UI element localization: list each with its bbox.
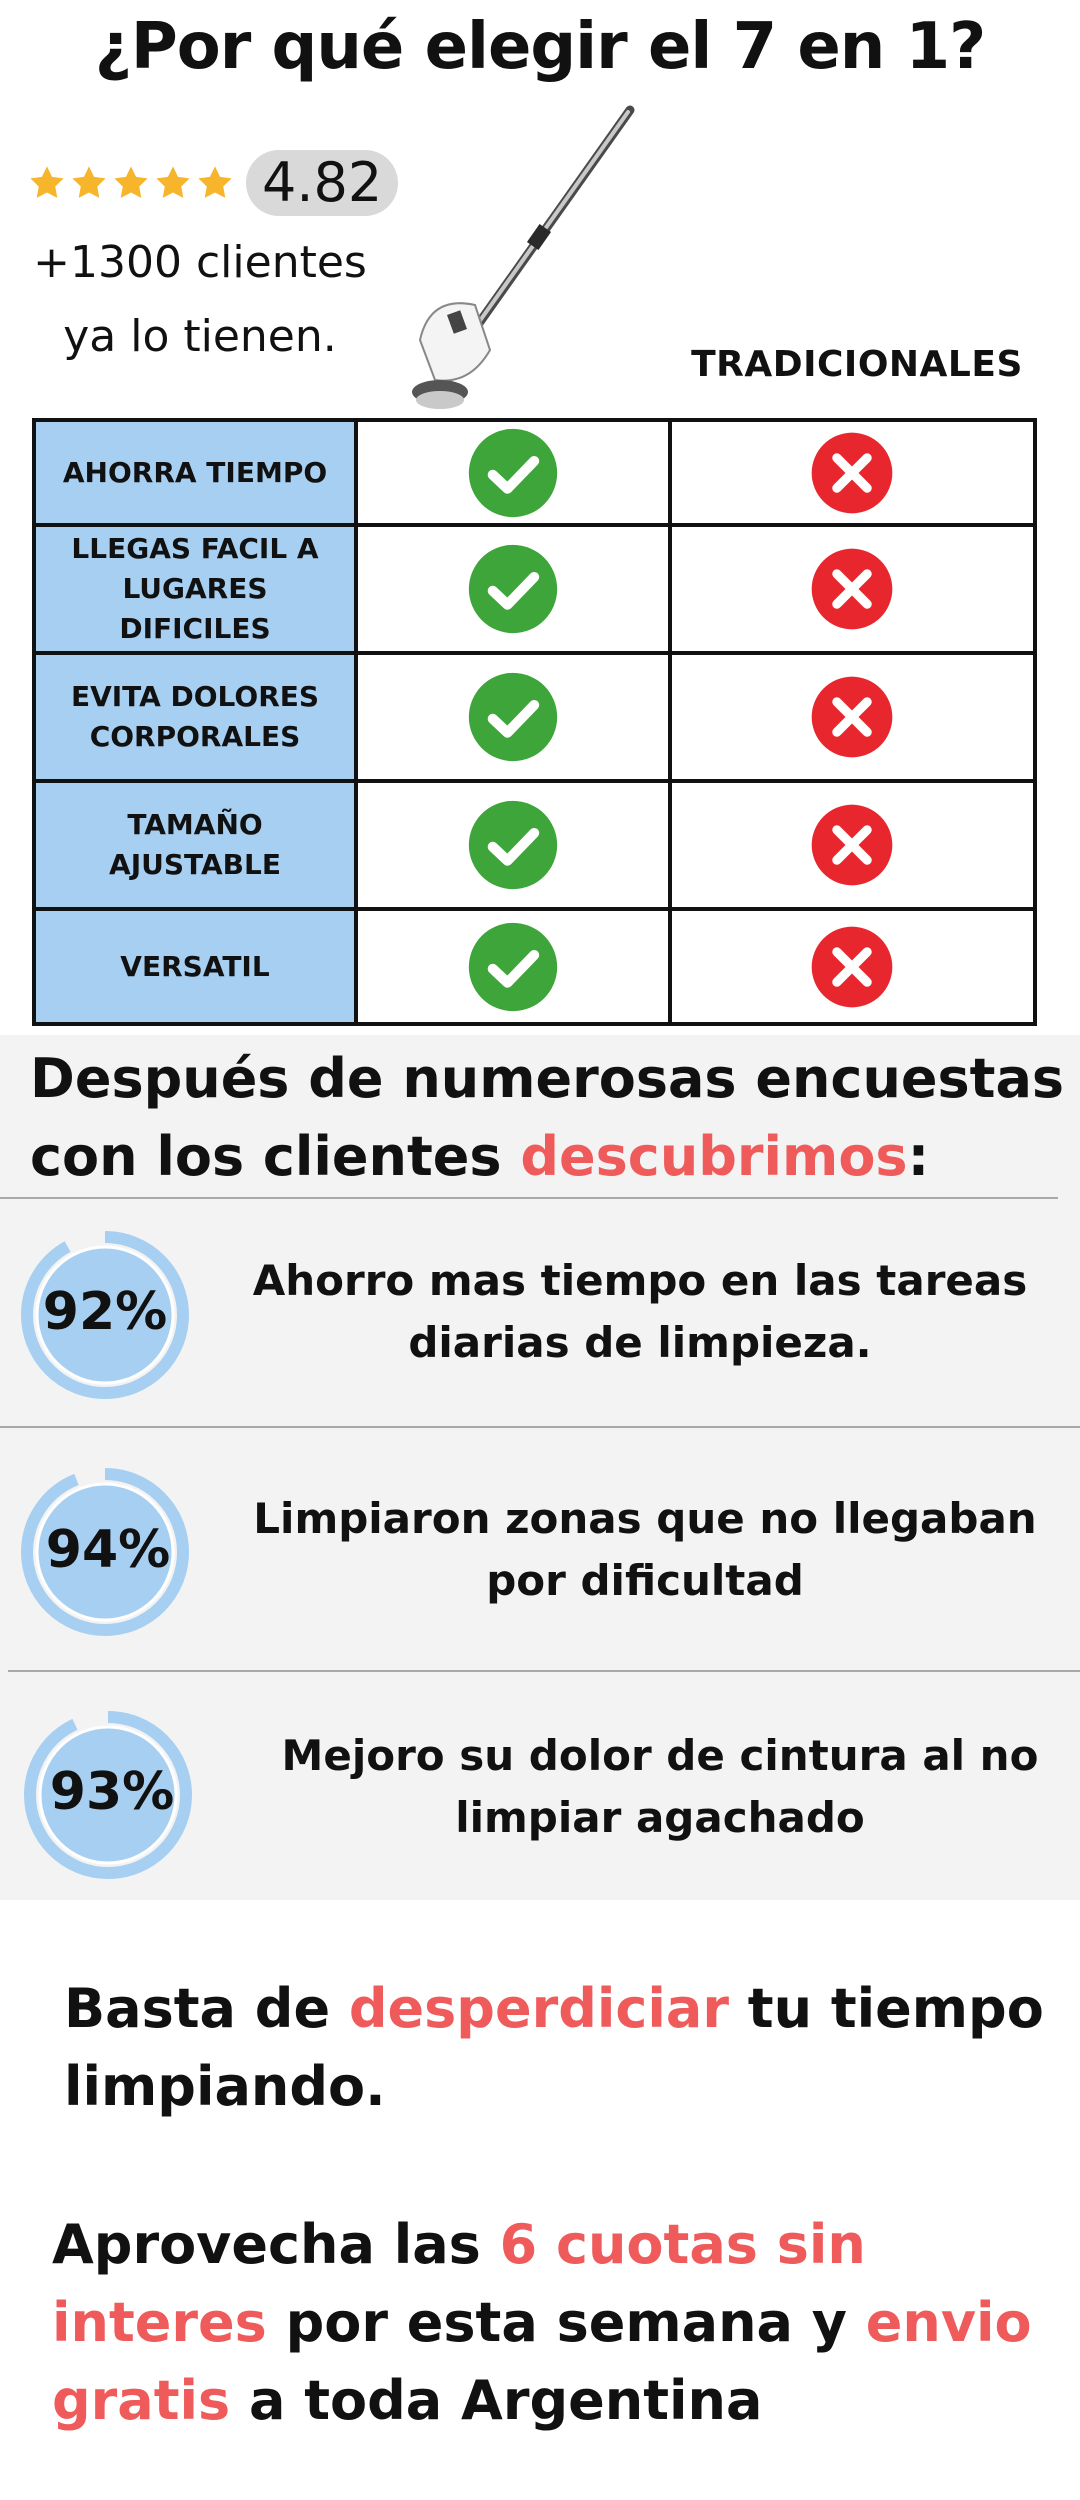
star-icon	[198, 166, 232, 198]
rating-block: 4.82	[28, 150, 399, 216]
table-row: VERSATIL	[36, 911, 1033, 1022]
product-image	[412, 105, 635, 409]
cross-icon	[811, 804, 892, 886]
row-label: EVITA DOLORES CORPORALES	[36, 655, 358, 779]
check-icon	[468, 428, 558, 517]
check-icon	[468, 800, 558, 890]
star-icon	[72, 166, 106, 198]
check-icon	[468, 672, 558, 762]
stat-percent: 93%	[49, 1762, 175, 1822]
divider	[8, 1670, 1080, 1672]
traditional-cell	[672, 422, 1031, 523]
cta-message-1: Basta de desperdiciar tu tiempo limpiand…	[64, 1970, 1044, 2126]
progress-ring-arc	[21, 1231, 189, 1399]
cta-message-2: Aprovecha las 6 cuotas sin interes por e…	[52, 2206, 1062, 2440]
traditional-cell	[672, 783, 1031, 907]
divider	[0, 1197, 1058, 1199]
check-icon	[468, 922, 558, 1011]
progress-ring-arc	[24, 1711, 192, 1879]
traditional-cell	[672, 527, 1031, 651]
table-row: AHORRA TIEMPO	[36, 422, 1033, 527]
product-cell	[358, 655, 672, 779]
comparison-table: AHORRA TIEMPO LLEGAS FACIL A LUGARES DIF…	[32, 418, 1037, 1026]
traditional-cell	[672, 655, 1031, 779]
row-label: AHORRA TIEMPO	[36, 422, 358, 523]
cta2-text-mid: por esta semana y	[266, 2291, 866, 2354]
table-row: TAMAÑO AJUSTABLE	[36, 783, 1033, 911]
survey-heading-highlight: descubrimos	[520, 1125, 908, 1188]
cross-icon	[811, 926, 892, 1007]
cross-icon	[811, 548, 892, 630]
column-header-traditional: TRADICIONALES	[691, 344, 1023, 385]
progress-ring-fill	[35, 1245, 175, 1385]
product-cell	[358, 911, 672, 1022]
divider	[0, 1426, 1080, 1428]
cta2-highlight-installments: 6 cuotas sin interes	[52, 2213, 866, 2354]
row-label: LLEGAS FACIL A LUGARES DIFICILES	[36, 527, 358, 651]
stat-text: Limpiaron zonas que no llegaban por difi…	[253, 1494, 1037, 1605]
table-row: EVITA DOLORES CORPORALES	[36, 655, 1033, 783]
clients-line-2: ya lo tienen.	[63, 311, 337, 362]
cross-icon	[811, 432, 892, 513]
stat-percent: 94%	[45, 1520, 171, 1580]
progress-ring-arc	[21, 1468, 189, 1636]
cta2-highlight-shipping: envio gratis	[52, 2291, 1032, 2432]
star-icon	[114, 166, 148, 198]
check-icon	[468, 544, 558, 634]
row-label: TAMAÑO AJUSTABLE	[36, 783, 358, 907]
cta2-text-end: a toda Argentina	[230, 2369, 763, 2432]
progress-ring	[24, 1711, 192, 1879]
table-row: LLEGAS FACIL A LUGARES DIFICILES	[36, 527, 1033, 655]
star-icon	[30, 166, 64, 198]
cross-icon	[811, 676, 892, 758]
survey-heading: Después de numerosas encuestas con los c…	[30, 1040, 1070, 1196]
row-label: VERSATIL	[36, 911, 358, 1022]
progress-ring-fill	[35, 1482, 175, 1622]
stat-text: Mejoro su dolor de cintura al no limpiar…	[281, 1731, 1039, 1842]
product-cell	[358, 783, 672, 907]
progress-ring	[21, 1231, 189, 1399]
cta1-text-end: tu tiempo limpiando.	[64, 1977, 1044, 2118]
product-cell	[358, 422, 672, 523]
star-icon	[156, 166, 190, 198]
page-title: ¿Por qué elegir el 7 en 1?	[94, 10, 987, 84]
survey-heading-text: Después de numerosas encuestas con los c…	[30, 1047, 1065, 1188]
cta1-highlight: desperdiciar	[348, 1977, 729, 2040]
clients-text: +1300 clientes ya lo tienen.	[20, 226, 380, 374]
survey-heading-colon: :	[907, 1125, 930, 1188]
stat-text: Ahorro mas tiempo en las tareas diarias …	[252, 1256, 1028, 1367]
cta2-text: Aprovecha las	[52, 2213, 500, 2276]
rating-score: 4.82	[246, 150, 399, 216]
progress-ring	[21, 1468, 189, 1636]
traditional-cell	[672, 911, 1031, 1022]
clients-line-1: +1300 clientes	[33, 237, 367, 288]
progress-ring-fill	[38, 1725, 178, 1865]
product-cell	[358, 527, 672, 651]
cta1-text: Basta de	[64, 1977, 349, 2040]
stat-percent: 92%	[42, 1282, 168, 1342]
